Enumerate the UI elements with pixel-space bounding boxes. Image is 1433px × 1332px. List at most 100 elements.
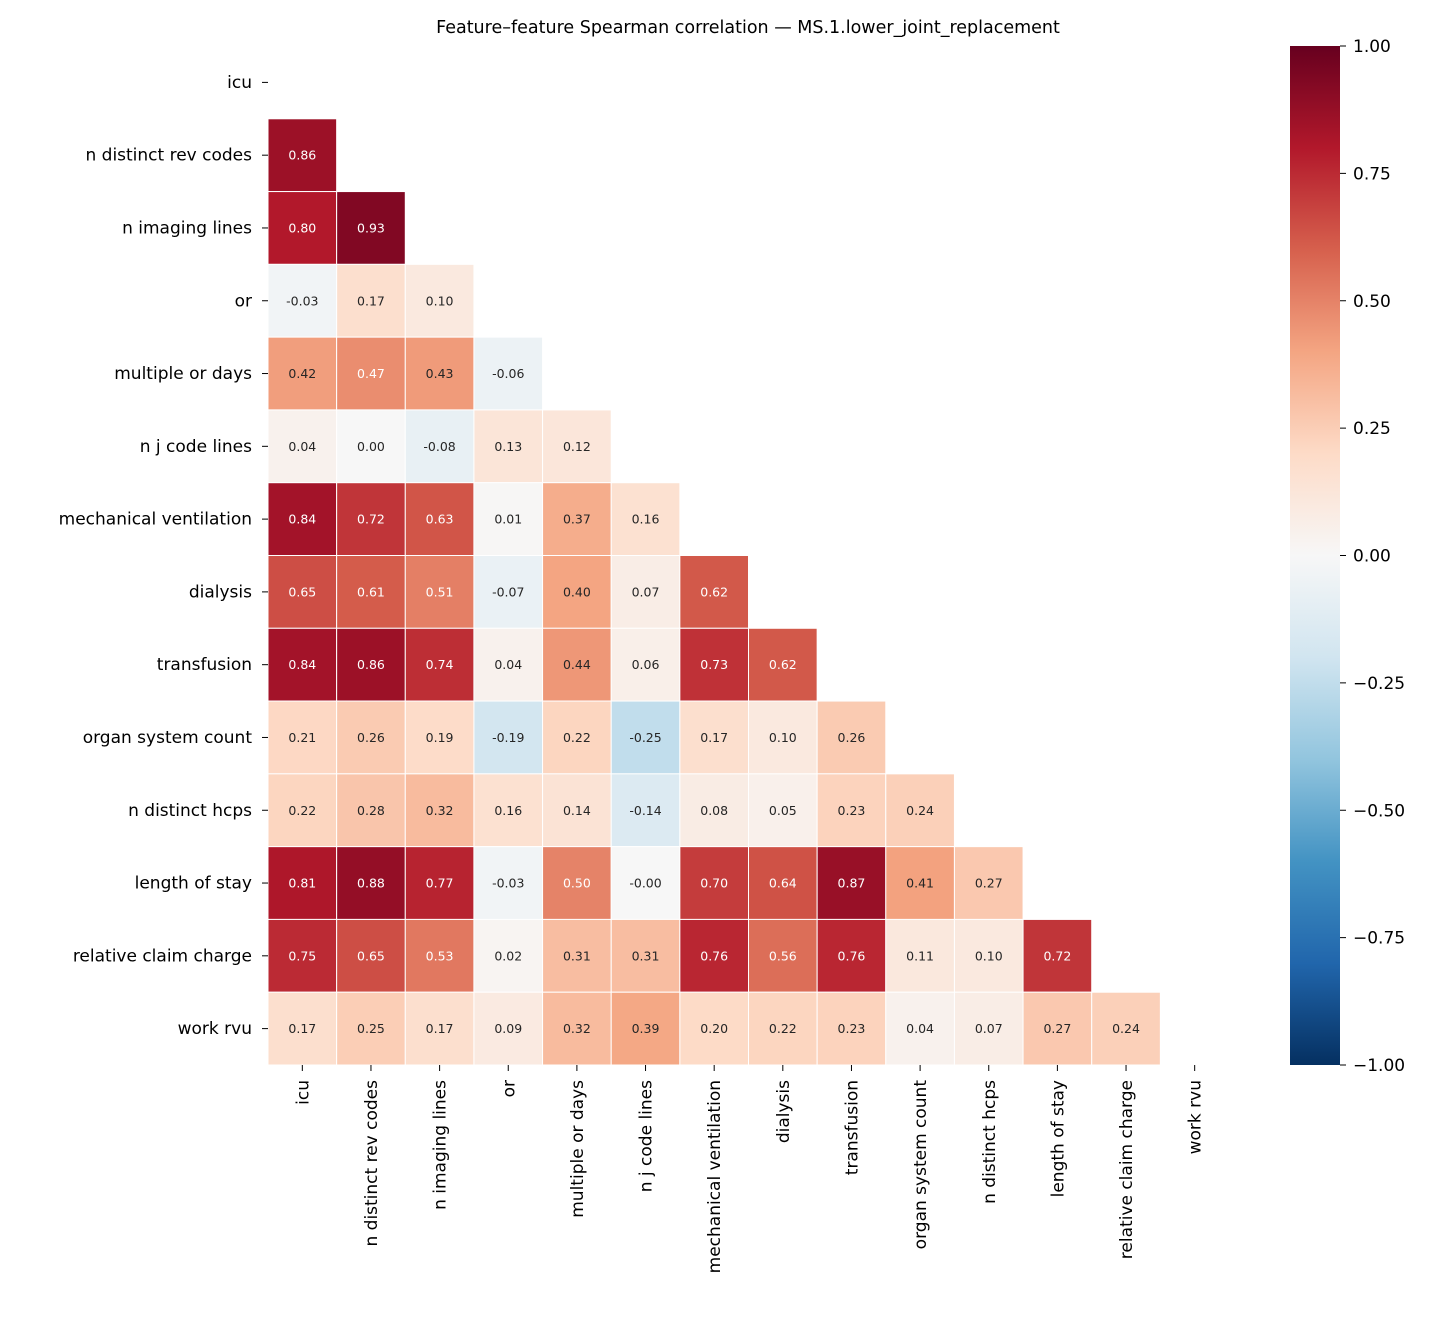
heatmap-cell — [336, 918, 406, 993]
cell-annotation: 0.70 — [700, 876, 728, 891]
heatmap-cell — [610, 555, 681, 629]
cell-annotation: 0.80 — [288, 220, 316, 235]
colorbar-tick-label: −0.75 — [1353, 929, 1405, 949]
cell-annotation: 0.39 — [632, 1021, 660, 1036]
y-tick-label: multiple or days — [114, 364, 252, 384]
cell-annotation: 0.22 — [769, 1021, 797, 1036]
colorbar-tick-label: 1.00 — [1353, 37, 1391, 57]
cell-annotation: -0.03 — [492, 876, 524, 891]
heatmap-cell — [473, 918, 544, 993]
cell-annotation: 0.40 — [563, 584, 591, 599]
cell-annotation: 0.75 — [288, 948, 316, 963]
cell-annotation: -0.06 — [492, 366, 524, 381]
heatmap-cell — [473, 773, 544, 848]
x-tick-label: icu — [293, 1080, 313, 1105]
heatmap-cell — [336, 482, 406, 557]
cell-annotation: 0.04 — [494, 657, 522, 672]
heatmap-cell — [336, 191, 406, 265]
y-tick-label: relative claim charge — [73, 946, 252, 966]
cell-annotation: 0.88 — [357, 876, 385, 891]
heatmap-cell — [267, 118, 338, 193]
cell-annotation: 0.17 — [700, 730, 728, 745]
cell-annotation: 0.22 — [288, 803, 316, 818]
cell-annotation: 0.23 — [838, 803, 866, 818]
cell-annotation: 0.01 — [494, 512, 522, 527]
cell-annotation: 0.74 — [426, 657, 454, 672]
y-tick-label: transfusion — [157, 655, 252, 675]
cell-annotation: 0.28 — [357, 803, 385, 818]
colorbar — [1290, 46, 1340, 1065]
heatmap-cell — [816, 700, 887, 775]
cell-annotation: 0.47 — [357, 366, 385, 381]
heatmap-cell — [473, 555, 544, 629]
heatmap-cell — [679, 555, 749, 629]
cell-annotation: 0.32 — [563, 1021, 591, 1036]
cell-annotation: 0.19 — [426, 730, 454, 745]
cell-annotation: 0.81 — [288, 876, 316, 891]
heatmap-cell — [610, 773, 681, 848]
heatmap-cell — [473, 409, 544, 484]
y-tick-label: mechanical ventilation — [59, 510, 252, 530]
heatmap-cell — [610, 991, 681, 1066]
cell-annotation: 0.10 — [769, 730, 797, 745]
cell-annotation: 0.87 — [838, 876, 866, 891]
heatmap-cell — [404, 700, 475, 775]
heatmap-cell — [267, 263, 338, 338]
heatmap-cell — [267, 700, 338, 775]
heatmap-cell — [473, 991, 544, 1066]
cell-annotation: 0.42 — [288, 366, 316, 381]
cell-annotation: 0.31 — [632, 948, 660, 963]
heatmap-cell — [473, 336, 544, 411]
heatmap-cell — [816, 918, 887, 993]
heatmap-cell — [610, 846, 681, 920]
y-tick-label: n distinct hcps — [128, 801, 252, 821]
cell-annotation: 0.08 — [700, 803, 728, 818]
cell-annotation: -0.19 — [492, 730, 524, 745]
cell-annotation: 0.21 — [288, 730, 316, 745]
cell-annotation: 0.93 — [357, 220, 385, 235]
heatmap-cell — [953, 846, 1024, 920]
y-tick-label: icu — [227, 73, 252, 93]
cell-annotation: 0.02 — [494, 948, 522, 963]
x-tick-label: dialysis — [774, 1080, 794, 1143]
cell-annotation: 0.43 — [426, 366, 454, 381]
cell-annotation: -0.08 — [423, 439, 455, 454]
y-tick-label: dialysis — [189, 582, 252, 602]
heatmap-cell — [748, 773, 818, 848]
y-tick-label: n j code lines — [140, 437, 252, 457]
cell-annotation: 0.65 — [357, 948, 385, 963]
chart-title: Feature–feature Spearman correlation — M… — [436, 18, 1060, 38]
cell-annotation: 0.10 — [975, 948, 1003, 963]
heatmap-cell — [267, 555, 338, 629]
cell-annotation: 0.24 — [906, 803, 934, 818]
heatmap-cell — [610, 700, 681, 775]
x-tick-label: multiple or days — [568, 1080, 588, 1218]
cell-annotation: 0.14 — [563, 803, 591, 818]
cell-annotation: 0.25 — [357, 1021, 385, 1036]
cell-annotation: 0.13 — [494, 439, 522, 454]
cell-annotation: 0.84 — [288, 657, 316, 672]
cell-annotation: 0.10 — [426, 293, 454, 308]
cell-annotation: 0.12 — [563, 439, 591, 454]
cell-annotation: -0.14 — [629, 803, 661, 818]
colorbar-tick-label: 0.25 — [1353, 419, 1391, 439]
cell-annotation: 0.07 — [975, 1021, 1003, 1036]
cell-annotation: 0.26 — [357, 730, 385, 745]
heatmap-cell — [542, 991, 612, 1066]
cell-annotation: 0.72 — [1043, 948, 1071, 963]
x-tick-label: or — [499, 1080, 519, 1097]
cell-annotation: 0.62 — [700, 584, 728, 599]
cell-annotation: -0.00 — [629, 876, 661, 891]
heatmap-cell — [336, 336, 406, 411]
cell-annotation: 0.27 — [1043, 1021, 1071, 1036]
cell-annotation: 0.63 — [426, 512, 454, 527]
colorbar-tick-label: −1.00 — [1353, 1056, 1405, 1076]
heatmap-cell — [404, 263, 475, 338]
heatmap-cell — [679, 700, 749, 775]
cell-annotation: 0.53 — [426, 948, 454, 963]
heatmap-cell — [542, 773, 612, 848]
cell-annotation: 0.86 — [357, 657, 385, 672]
cell-annotation: 0.76 — [838, 948, 866, 963]
cell-annotation: -0.07 — [492, 584, 524, 599]
y-tick-label: n distinct rev codes — [85, 146, 252, 166]
